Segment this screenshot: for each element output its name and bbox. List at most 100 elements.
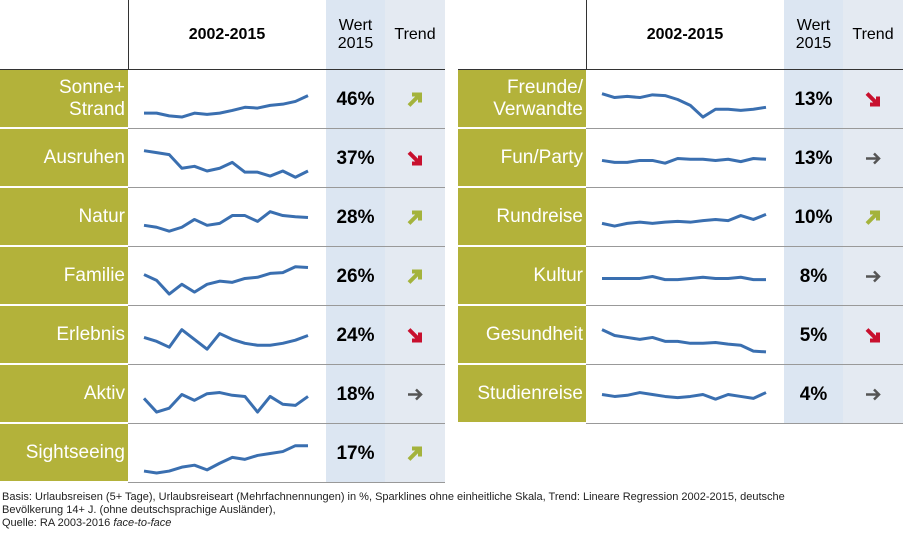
row-value: 13% [794, 88, 833, 110]
trend-arrow-area [866, 152, 881, 165]
arrow-flat [866, 270, 881, 283]
sparkline [602, 275, 766, 282]
row-label: Freunde/ Verwandte [458, 70, 586, 129]
header-period: 2002-2015 [646, 26, 724, 43]
row-value: 24% [336, 324, 375, 346]
trend-arrow [865, 328, 880, 343]
trend-arrow [866, 388, 881, 401]
sparkline [601, 328, 767, 354]
sparkline-area [602, 275, 766, 282]
trend-arrow-area [407, 446, 422, 461]
sparkline [601, 391, 767, 401]
trend-arrow-area [865, 210, 880, 225]
row-value: 17% [336, 442, 375, 464]
header-line [458, 69, 903, 70]
sparkline-area [143, 210, 309, 233]
sparkline [144, 94, 309, 119]
sparkline-area [601, 157, 767, 165]
trend-arrow [866, 270, 881, 283]
row-label: Aktiv [0, 365, 128, 424]
row-value: 13% [794, 147, 833, 169]
row-line [128, 246, 445, 247]
trend-arrow-area [408, 388, 423, 401]
arrow-down [865, 328, 880, 343]
header-divider [128, 0, 129, 70]
trend-arrow [407, 328, 422, 343]
arrow-down [407, 328, 422, 343]
sparkline-area [601, 391, 767, 401]
sparkline-area [143, 328, 309, 351]
trend-arrow [407, 92, 422, 107]
arrow-flat [866, 152, 881, 165]
row-line [586, 364, 903, 365]
row-line [128, 305, 445, 306]
trend-arrow-area [407, 151, 422, 166]
footer-source: Quelle: RA 2003-2016 face-to-face [2, 517, 171, 530]
trend-arrow [865, 92, 880, 107]
row-line [586, 187, 903, 188]
sparkline-area [143, 149, 309, 179]
row-value: 5% [799, 324, 828, 346]
row-line [128, 187, 445, 188]
sparkline [143, 210, 309, 233]
arrow-up [407, 92, 422, 107]
row-label: Ausruhen [0, 129, 128, 188]
arrow-down [865, 92, 880, 107]
header-trend: Trend [394, 26, 436, 43]
row-value: 10% [794, 206, 833, 228]
trend-arrow-area [407, 210, 422, 225]
row-label: Fun/Party [458, 129, 586, 188]
arrow-up [865, 210, 880, 225]
trend-arrow-area [407, 92, 422, 107]
trend-arrow [407, 446, 422, 461]
row-label: Erlebnis [0, 306, 128, 365]
arrow-up [407, 269, 422, 284]
arrow-flat [866, 388, 881, 401]
row-line [128, 128, 445, 129]
sparkline-area [601, 328, 767, 354]
trend-arrow-area [866, 270, 881, 283]
sparkline-area [143, 265, 309, 296]
row-label: Gesundheit [458, 306, 586, 365]
row-label: Kultur [458, 247, 586, 306]
sparkline-area [144, 94, 309, 119]
arrow-down [407, 151, 422, 166]
arrow-flat [408, 388, 423, 401]
sparkline-area [143, 444, 308, 475]
trend-arrow-area [407, 328, 422, 343]
footer-line: Bevölkerung 14+ J. (ohne deutschsprachig… [2, 504, 276, 516]
sparkline [143, 149, 309, 179]
trend-arrow [408, 388, 423, 401]
arrow-up [407, 446, 422, 461]
sparkline [601, 92, 767, 119]
header-trend: Trend [852, 26, 894, 43]
source: Quelle: RA 2003-2016 [2, 517, 114, 529]
header-divider [586, 0, 587, 70]
header-value: Wert 2015 [337, 17, 374, 52]
header-period: 2002-2015 [188, 26, 266, 43]
row-value: 46% [336, 88, 375, 110]
row-label: Rundreise [458, 188, 586, 247]
row-value: 26% [336, 265, 375, 287]
sparkline-area [601, 92, 767, 119]
source-method: face-to-face [113, 517, 172, 529]
sparkline [143, 328, 309, 351]
row-line [586, 423, 903, 424]
sparkline [143, 265, 309, 296]
header-line [0, 69, 445, 70]
trend-arrow [407, 151, 422, 166]
trend-arrow-area [865, 92, 880, 107]
sparkline [601, 212, 767, 228]
value-column [326, 0, 385, 483]
trend-column [385, 0, 445, 483]
value-column [784, 0, 843, 424]
sparkline [143, 444, 308, 475]
trend-arrow-area [866, 388, 881, 401]
row-value: 4% [799, 383, 828, 405]
row-value: 8% [799, 265, 828, 287]
row-line [586, 128, 903, 129]
sparkline [601, 157, 767, 165]
trend-arrow [407, 269, 422, 284]
row-value: 28% [336, 206, 375, 228]
